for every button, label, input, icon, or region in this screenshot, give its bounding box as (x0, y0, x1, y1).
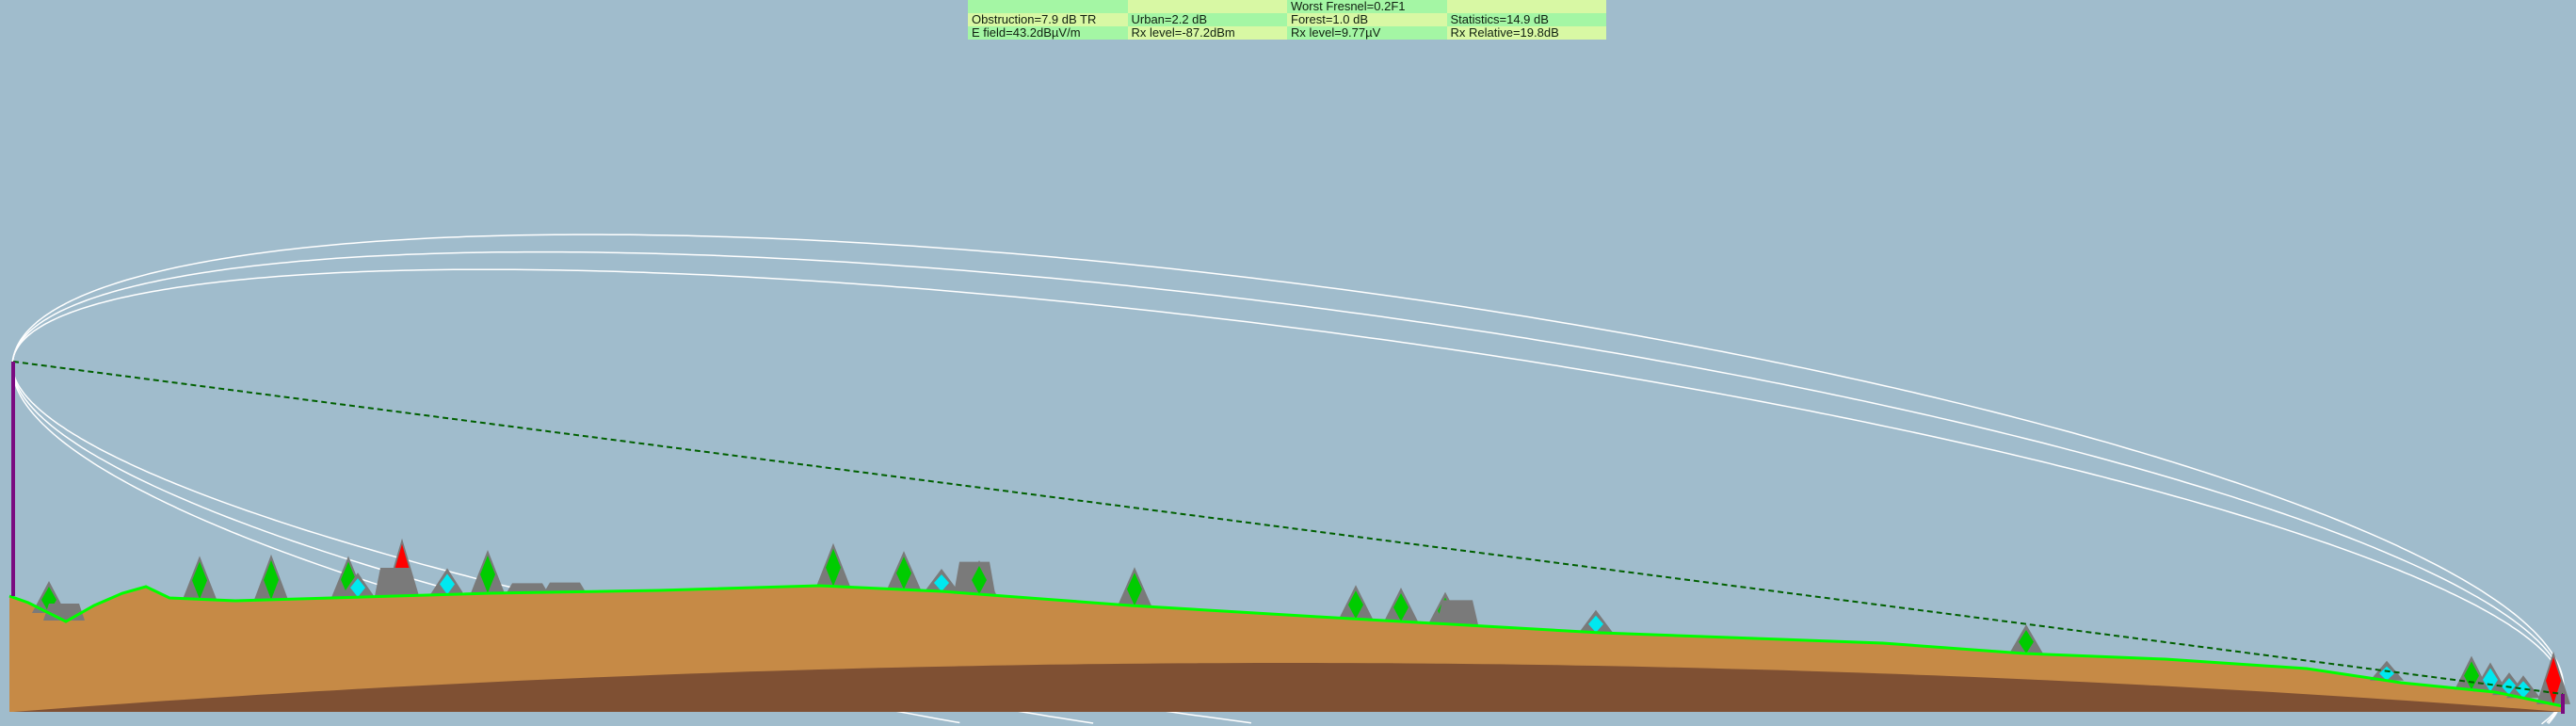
rx-level-uv: Rx level=9.77µV (1287, 26, 1447, 40)
water-tower-clutter (350, 578, 365, 598)
e-field: E field=43.2dBµV/m (968, 26, 1128, 40)
tree-clutter (192, 561, 207, 600)
water-tower-clutter (1588, 615, 1603, 633)
results-row: Obstruction=7.9 dB TR Urban=2.2 dB Fores… (968, 13, 1606, 26)
results-row: Worst Fresnel=0.2F1 (968, 0, 1606, 13)
building-clutter (375, 567, 416, 596)
building-clutter (544, 582, 586, 592)
worst-fresnel (1446, 0, 1606, 13)
rx-relative: Rx Relative=19.8dB (1446, 26, 1606, 40)
building-clutter (1437, 600, 1478, 625)
terrain-line (8, 584, 2564, 708)
water-tower-clutter (2379, 666, 2394, 681)
results-row: E field=43.2dBµV/m Rx level=-87.2dBm Rx … (968, 26, 1606, 40)
obstruction-loss: Obstruction=7.9 dB TR (968, 13, 1128, 26)
tree-clutter (264, 559, 279, 600)
rx-level-dbm: Rx level=-87.2dBm (1127, 26, 1287, 40)
water-tower-clutter (440, 573, 455, 595)
water-tower-clutter (2483, 668, 2498, 692)
line-of-sight (12, 361, 2564, 695)
water-tower-clutter (2516, 681, 2531, 699)
building-clutter (507, 583, 548, 593)
clutter-layer (32, 538, 2570, 704)
tree-clutter (2464, 661, 2479, 690)
tree-clutter (896, 557, 911, 590)
results-cell (968, 0, 1128, 13)
statistics-loss: Statistics=14.9 dB (1446, 13, 1606, 26)
tree-clutter (1393, 592, 1409, 621)
tree-clutter (1348, 590, 1363, 620)
results-cell: Worst Fresnel=0.2F1 (1287, 0, 1447, 13)
tree-clutter (826, 548, 841, 587)
tree-clutter (480, 556, 495, 594)
tree-clutter (1127, 573, 1142, 606)
results-cell (1127, 0, 1287, 13)
earth-curvature (13, 663, 2563, 712)
forest-loss: Forest=1.0 dB (1287, 13, 1447, 26)
water-tower-clutter (934, 574, 949, 591)
results-table: Worst Fresnel=0.2F1 Obstruction=7.9 dB T… (968, 0, 1606, 40)
tree-clutter (972, 566, 987, 594)
urban-loss: Urban=2.2 dB (1127, 13, 1287, 26)
tree-clutter (2019, 630, 2034, 654)
